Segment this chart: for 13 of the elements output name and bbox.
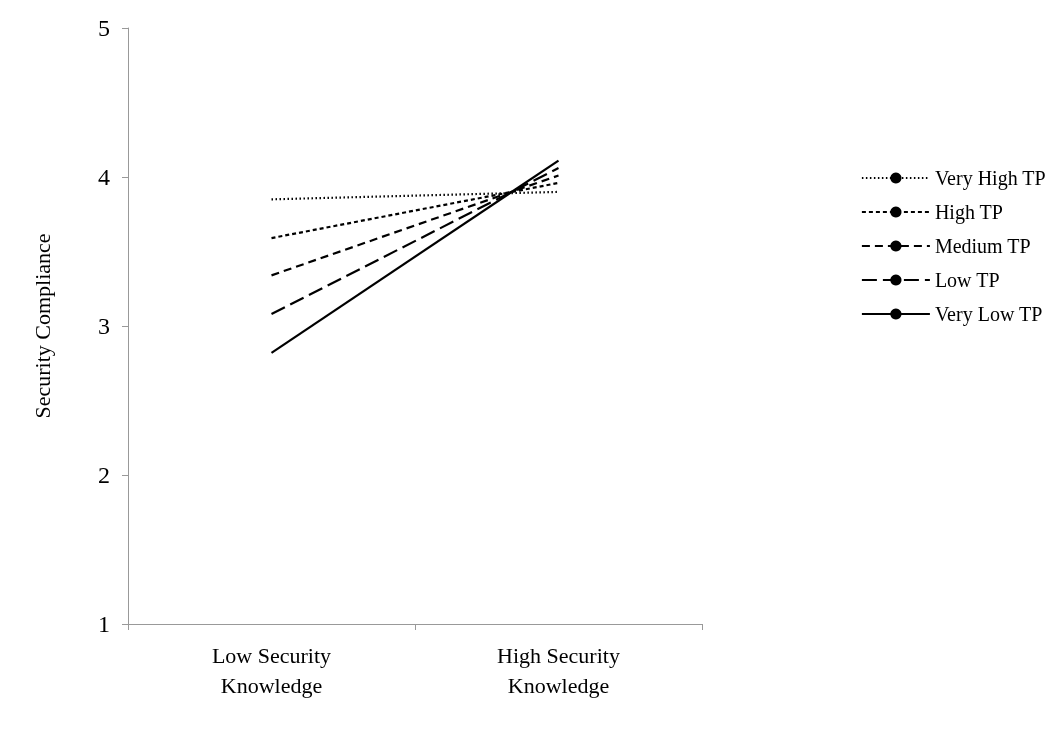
x-tick-label: High Security Knowledge <box>497 642 620 698</box>
legend-label: Very High TP <box>934 167 1046 190</box>
y-axis-title: Security Compliance <box>29 233 55 419</box>
y-tick-label: 3 <box>98 313 110 339</box>
y-tick-label: 5 <box>98 15 110 41</box>
legend-label: High TP <box>934 201 1003 224</box>
legend-label: Medium TP <box>934 235 1031 257</box>
legend-label: Very Low TP <box>934 303 1043 326</box>
legend-label: Low TP <box>934 269 1000 291</box>
y-tick-label: 1 <box>98 611 110 637</box>
y-tick-label: 2 <box>98 462 110 488</box>
x-tick-label: Low Security Knowledge <box>211 642 332 698</box>
y-tick-label: 4 <box>98 164 110 190</box>
